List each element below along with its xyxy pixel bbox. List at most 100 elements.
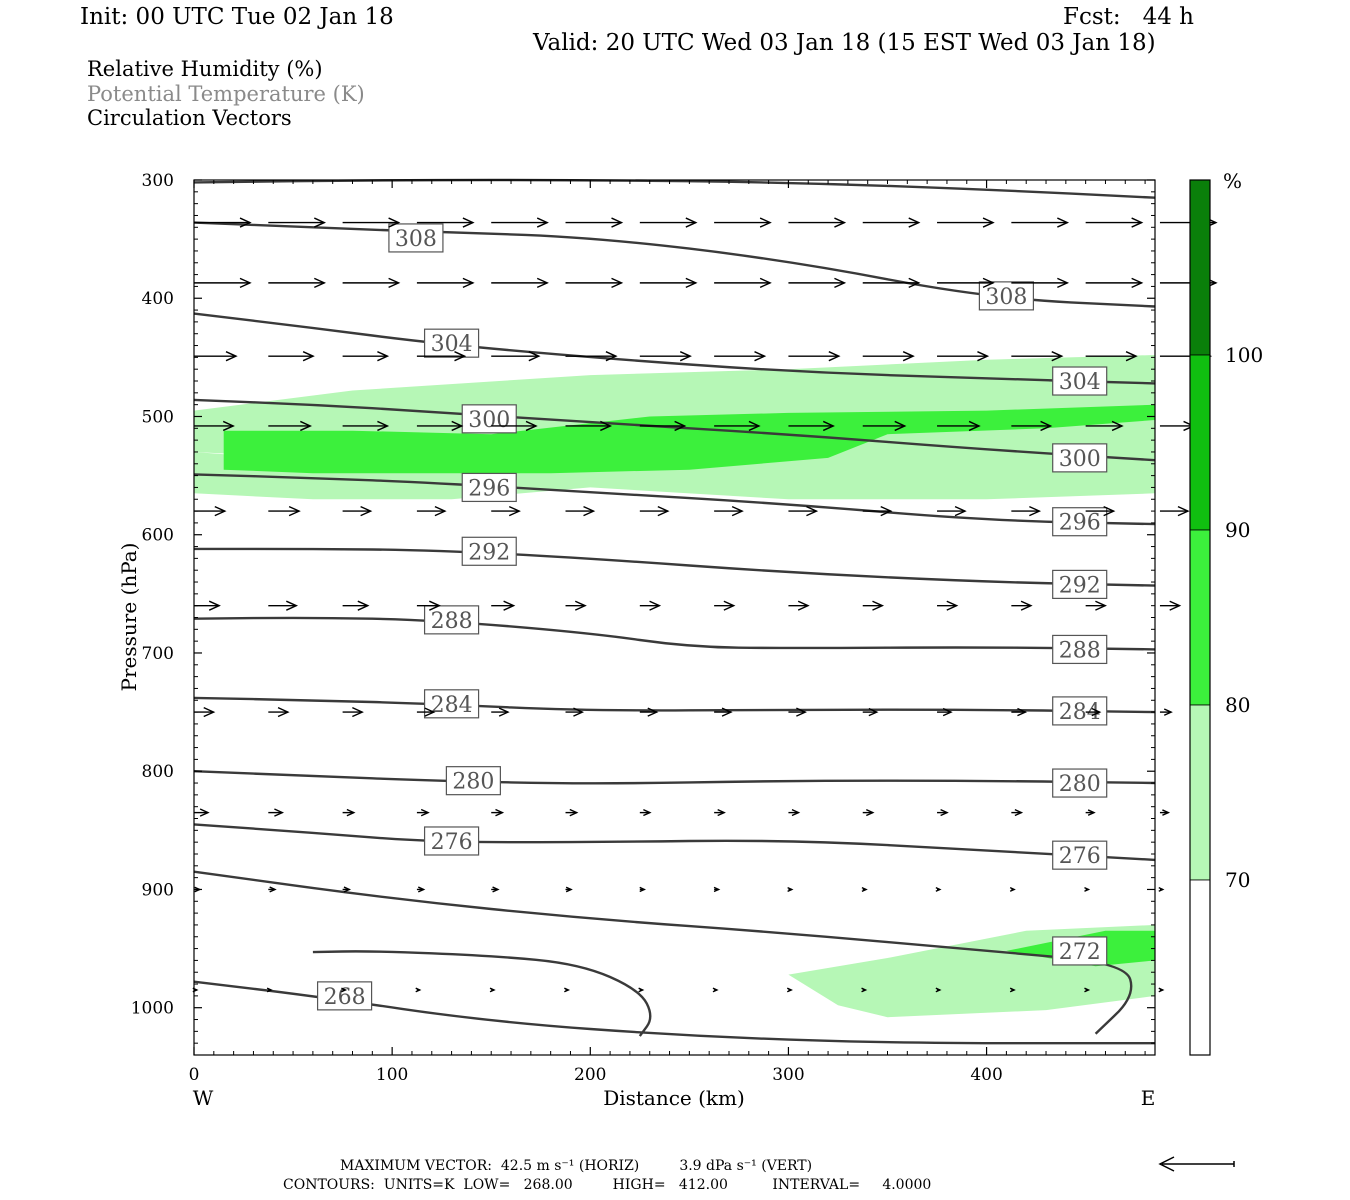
axis-ticks: 300 400 500 600 700 800 900 1000 0 100 200 300 400 <box>131 171 1155 1085</box>
y-tick-label: 400 <box>142 289 174 309</box>
vector-arrow <box>565 351 618 362</box>
vector-arrow <box>565 808 579 817</box>
svg-text:284: 284 <box>431 693 473 718</box>
y-tick-label: 700 <box>142 644 174 664</box>
vector-arrow <box>1085 277 1144 289</box>
vector-arrow <box>1011 809 1024 817</box>
vector-arrow <box>565 420 613 432</box>
theta-contour-312 <box>193 178 1156 199</box>
vector-arrow <box>342 886 352 893</box>
vector-arrow <box>788 351 841 362</box>
vector-arrow <box>565 600 587 611</box>
svg-text:304: 304 <box>431 332 473 357</box>
vector-arrow <box>937 277 995 289</box>
vector-arrow <box>194 505 227 517</box>
vector-arrow <box>937 707 953 717</box>
svg-text:280: 280 <box>1059 772 1101 797</box>
vector-arrow <box>342 808 356 817</box>
y-tick-label: 600 <box>142 526 174 546</box>
vector-arrow <box>416 420 464 432</box>
vector-arrow <box>937 809 949 817</box>
vector-arrow <box>862 600 885 611</box>
vector-arrow <box>268 505 301 517</box>
vector-arrow <box>564 987 571 993</box>
svg-text:276: 276 <box>1059 844 1101 869</box>
vector-arrow <box>1159 809 1171 816</box>
vector-arrow <box>194 420 235 432</box>
vector-arrow <box>194 600 221 611</box>
contour-label-288: 288 <box>1052 634 1108 665</box>
vector-arrow <box>788 217 847 228</box>
vector-arrow <box>714 505 744 517</box>
vector-arrow <box>787 886 794 892</box>
vector-arrow <box>416 808 430 817</box>
vector-arrow <box>266 987 273 993</box>
vector-arrow <box>565 505 596 517</box>
vector-arrow <box>1085 707 1102 717</box>
contour-label-284: 284 <box>1052 696 1108 726</box>
footer-contours: CONTOURS: UNITS=K LOW= 268.00 HIGH= 412.… <box>283 1177 932 1193</box>
vector-arrow <box>788 420 835 432</box>
vector-arrow <box>639 886 647 893</box>
vector-arrow <box>342 277 401 289</box>
theta-contour-276 <box>193 823 1156 862</box>
vector-arrow <box>1011 505 1042 517</box>
y-tick-label: 500 <box>142 407 174 427</box>
y-axis-label: Pressure (hPa) <box>117 543 141 692</box>
vector-arrow <box>862 420 907 432</box>
vector-arrow <box>714 217 772 228</box>
vector-arrow <box>639 217 698 228</box>
contour-label-308: 308 <box>978 281 1034 311</box>
x-axis-label: Distance (km) <box>603 1086 745 1110</box>
contour-label-268: 268 <box>316 981 373 1011</box>
vector-arrow <box>565 277 624 289</box>
vector-arrow <box>491 217 549 228</box>
colorbar-label: 80 <box>1225 693 1250 717</box>
vector-arrow <box>639 707 659 717</box>
vector-arrow <box>1158 987 1165 993</box>
vector-arrow <box>416 505 447 517</box>
contour-label-272: 272 <box>1052 936 1108 966</box>
contour-label-308: 308 <box>388 223 444 253</box>
legend-theta: Potential Temperature (K) <box>87 82 365 106</box>
vector-arrow <box>714 707 733 717</box>
vector-arrow <box>268 351 315 362</box>
vector-arrow <box>1085 420 1124 432</box>
svg-text:296: 296 <box>1059 511 1101 536</box>
colorbar-segment <box>1189 704 1211 881</box>
vector-arrow <box>489 987 496 993</box>
vector-arrow <box>1009 987 1016 993</box>
theta-contour-268-closed <box>312 950 652 1037</box>
vector-arrow <box>1084 987 1091 993</box>
vector-arrow <box>342 217 401 228</box>
vector-arrow <box>268 707 290 718</box>
legend-rh: Relative Humidity (%) <box>87 57 323 81</box>
rh-region-80 <box>223 404 1155 474</box>
svg-text:308: 308 <box>395 227 437 252</box>
colorbar-unit: % <box>1223 169 1242 193</box>
vector-arrow <box>491 505 521 517</box>
vector-arrow <box>1159 600 1182 611</box>
vector-arrow <box>713 886 721 893</box>
svg-text:292: 292 <box>468 540 510 565</box>
vector-arrow <box>639 809 652 817</box>
svg-text:300: 300 <box>1059 447 1101 472</box>
vector-arrow <box>1158 887 1165 892</box>
vector-arrow <box>194 217 252 228</box>
vector-arrow <box>639 600 662 611</box>
svg-text:292: 292 <box>1059 573 1101 598</box>
colorbar: 100 90 80 70% <box>1189 169 1263 1056</box>
vector-arrow <box>416 707 436 717</box>
vector-arrow <box>491 707 510 717</box>
vector-arrow <box>341 987 348 993</box>
vector-arrow <box>1085 505 1116 517</box>
y-tick-label: 800 <box>142 762 174 782</box>
svg-text:280: 280 <box>452 770 494 795</box>
vector-arrow <box>862 217 921 228</box>
theta-contour-268 <box>193 980 1155 1045</box>
x-tick-label: 300 <box>772 1065 804 1085</box>
vector-arrow <box>937 420 981 432</box>
vector-arrow <box>416 217 475 228</box>
vector-arrow <box>491 808 505 817</box>
vector-arrow <box>342 600 370 611</box>
